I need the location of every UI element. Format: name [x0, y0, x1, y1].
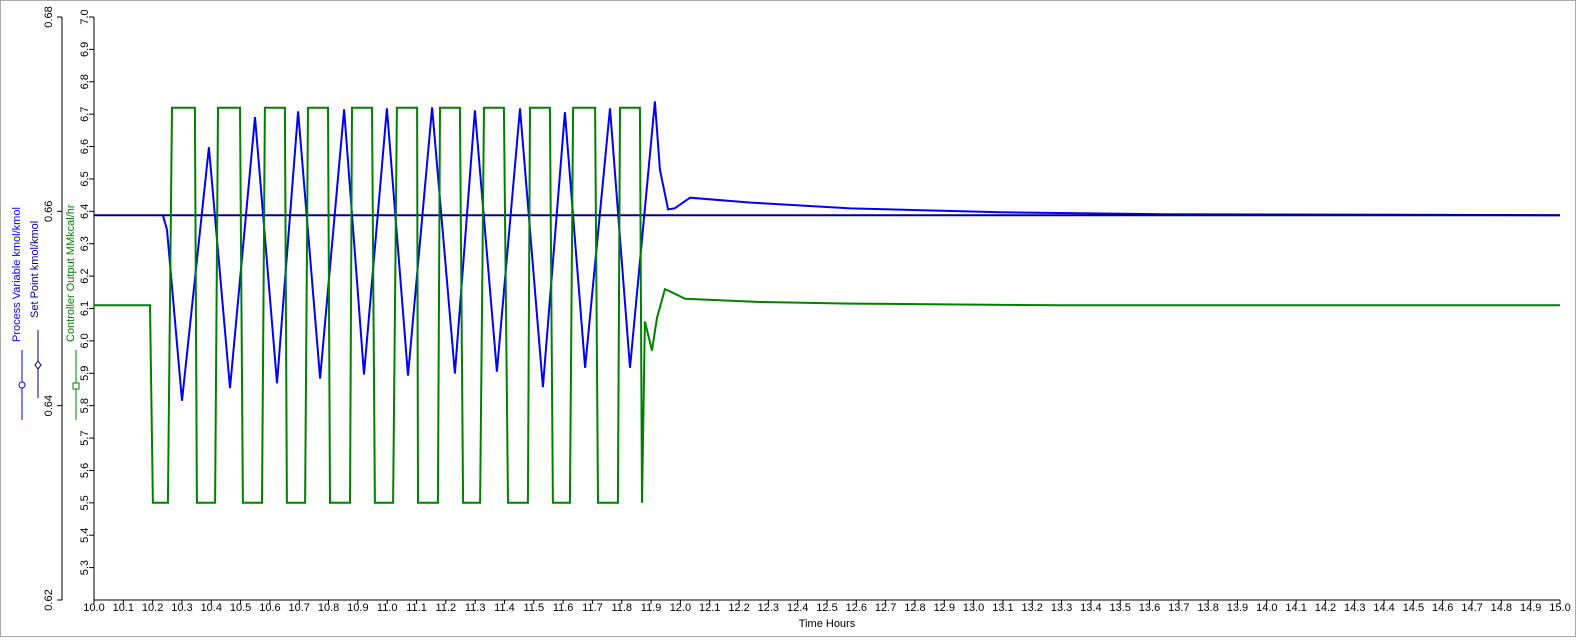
x-tick-label: 10.6: [259, 602, 280, 614]
x-tick-label: 11.2: [436, 602, 457, 614]
y2-tick-label: 6.3: [79, 236, 91, 251]
x-tick-label: 14.2: [1315, 602, 1336, 614]
y2-tick-label: 6.6: [79, 139, 91, 154]
y2-tick-label: 6.7: [79, 107, 91, 122]
y2-tick-label: 6.2: [79, 268, 91, 283]
x-tick-label: 13.5: [1109, 602, 1130, 614]
y2-tick-label: 5.7: [79, 430, 91, 445]
y-tick-label: 0.66: [43, 201, 55, 222]
y2-tick-label: 6.1: [79, 301, 91, 316]
y2-tick-label: 5.5: [79, 495, 91, 510]
legend-label: Process Variable kmol/kmol: [11, 207, 23, 342]
x-tick-label: 14.7: [1461, 602, 1482, 614]
x-tick-label: 14.5: [1403, 602, 1424, 614]
x-tick-label: 10.0: [83, 602, 104, 614]
x-tick-label: 11.6: [553, 602, 574, 614]
x-tick-label: 11.5: [524, 602, 545, 614]
x-tick-label: 14.8: [1491, 602, 1512, 614]
x-tick-label: 11.1: [406, 602, 427, 614]
x-tick-label: 11.8: [611, 602, 632, 614]
x-tick-label: 11.3: [465, 602, 486, 614]
x-tick-label: 14.3: [1344, 602, 1365, 614]
y2-tick-label: 5.6: [79, 463, 91, 478]
x-tick-label: 11.9: [641, 602, 662, 614]
legend-label: Controller Output MMkcal/hr: [65, 204, 77, 342]
y-tick-label: 0.62: [43, 589, 55, 610]
y-tick-label: 0.68: [43, 6, 55, 27]
x-tick-label: 11.7: [582, 602, 603, 614]
x-tick-label: 12.3: [758, 602, 779, 614]
x-tick-label: 10.8: [318, 602, 339, 614]
y2-tick-label: 5.9: [79, 366, 91, 381]
x-tick-label: 12.2: [728, 602, 749, 614]
x-tick-label: 12.8: [904, 602, 925, 614]
y2-tick-label: 6.9: [79, 42, 91, 57]
x-tick-label: 10.9: [347, 602, 368, 614]
series-line: [161, 101, 1561, 401]
series-line: [94, 106, 1560, 504]
legend-label: Set Point kmol/kmol: [29, 221, 41, 318]
x-tick-label: 10.7: [289, 602, 310, 614]
y2-tick-label: 5.8: [79, 398, 91, 413]
y2-tick-label: 5.3: [79, 560, 91, 575]
x-tick-label: 14.9: [1520, 602, 1541, 614]
x-tick-label: 14.1: [1285, 602, 1306, 614]
y2-tick-label: 7.0: [79, 9, 91, 24]
x-tick-label: 14.6: [1432, 602, 1453, 614]
x-tick-label: 10.4: [201, 602, 222, 614]
x-tick-label: 10.1: [113, 602, 134, 614]
y2-tick-label: 6.4: [79, 204, 91, 219]
x-tick-label: 12.6: [846, 602, 867, 614]
x-tick-label: 13.1: [992, 602, 1013, 614]
x-tick-label: 12.0: [670, 602, 691, 614]
y-tick-label: 0.64: [43, 395, 55, 416]
x-tick-label: 11.4: [494, 602, 515, 614]
y2-tick-label: 5.4: [79, 528, 91, 543]
x-tick-label: 12.1: [699, 602, 720, 614]
x-tick-label: 14.4: [1373, 602, 1394, 614]
x-tick-label: 12.5: [816, 602, 837, 614]
x-tick-label: 13.6: [1139, 602, 1160, 614]
x-tick-label: 12.4: [787, 602, 808, 614]
x-tick-label: 13.8: [1197, 602, 1218, 614]
x-tick-label: 10.3: [171, 602, 192, 614]
x-tick-label: 14.0: [1256, 602, 1277, 614]
x-tick-label: 13.7: [1168, 602, 1189, 614]
x-tick-label: 13.3: [1051, 602, 1072, 614]
y2-tick-label: 6.0: [79, 333, 91, 348]
y2-tick-label: 6.8: [79, 74, 91, 89]
y2-tick-label: 6.5: [79, 171, 91, 186]
x-tick-label: 10.2: [142, 602, 163, 614]
x-tick-label: 12.9: [934, 602, 955, 614]
x-tick-label: 13.9: [1227, 602, 1248, 614]
x-tick-label: 13.0: [963, 602, 984, 614]
x-tick-label: 13.2: [1022, 602, 1043, 614]
x-axis-title: Time Hours: [799, 618, 856, 630]
x-tick-label: 15.0: [1549, 602, 1570, 614]
x-tick-label: 12.7: [875, 602, 896, 614]
x-tick-label: 11.0: [377, 602, 398, 614]
legend-symbols: [18, 330, 80, 420]
x-tick-label: 13.4: [1080, 602, 1101, 614]
x-tick-label: 10.5: [230, 602, 251, 614]
